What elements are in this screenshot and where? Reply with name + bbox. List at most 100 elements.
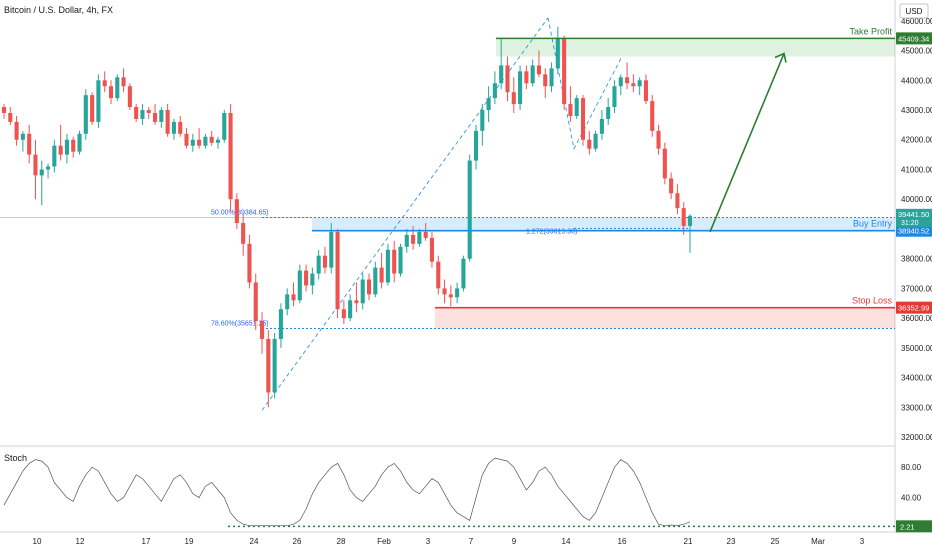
price-tick-label: 36000.00 [901,314,932,323]
candle-body [499,65,504,84]
candle-body [20,133,25,140]
candle-body [1,107,7,113]
candle-body [417,231,422,244]
candle-body [134,107,139,119]
candle [64,133,69,164]
candle-body [146,110,151,113]
time-tick-label: 24 [250,537,259,546]
candle-body [354,300,359,304]
candle [448,285,453,307]
candle-body [39,169,44,176]
candle [83,89,88,140]
currency-badge[interactable]: USD [899,3,929,19]
candle [146,107,151,119]
candle [58,124,63,161]
time-tick-label: 26 [293,537,302,546]
candle [662,142,667,185]
price-tick-label: 41000.00 [901,165,932,174]
candle [429,231,435,268]
candle-body [436,261,441,289]
candle-body [140,110,145,119]
candle [505,56,510,102]
candle-body [455,288,460,298]
candle-body [178,121,183,134]
candle-body [96,80,101,122]
candle [687,214,693,253]
time-tick-label: Feb [377,537,391,546]
candle [480,104,485,146]
fib-ext-label: 1.272(39019.30) [526,228,577,235]
time-tick-label: 7 [469,537,474,546]
buy-entry-label: Buy Entry [853,219,893,229]
candle [606,98,611,125]
candle-body [241,223,246,244]
candle [90,92,95,125]
stop-loss-price-label: 36352.99 [898,304,929,313]
time-tick-label: 10 [33,537,42,546]
time-tick-label: 12 [76,537,85,546]
price-tick-label: 40000.00 [901,195,932,204]
candle [71,136,76,158]
candle [524,65,529,90]
candle-body [90,95,95,122]
candle [278,303,283,348]
candle [153,104,158,125]
stop-loss-zone [435,307,895,329]
buy-entry-price-label: 38940.52 [898,227,929,236]
candle [681,202,686,235]
candle [348,294,353,322]
candle [14,115,19,146]
candle-countdown: 31:20 [901,220,919,227]
time-tick-label: Mar [811,537,825,546]
candle-body [524,71,529,84]
candle-body [555,38,560,69]
candle-body [71,139,76,152]
price-axis: 46000.00 45000.00 44000.00 43000.00 42000.00… [901,17,932,442]
candle [102,71,107,93]
stop-loss-label: Stop Loss [852,296,893,306]
candle-body [335,231,340,310]
candle [511,77,516,113]
candle [259,312,265,354]
time-tick-label: 23 [727,537,736,546]
time-tick-label: 28 [337,537,346,546]
price-tick-label: 45000.00 [901,47,932,56]
candle-body [83,95,88,134]
candle [335,228,340,319]
current-price-tag [896,208,932,227]
candle [140,104,145,125]
candle [247,234,252,289]
candle-body [33,154,38,176]
candle [165,104,170,137]
candle-body [618,77,623,87]
candle [115,74,120,102]
candle [228,104,233,212]
candle-body [108,86,114,99]
candle [39,160,44,206]
candle-body [687,215,693,226]
candle-body [467,160,472,259]
candle-body [442,288,447,295]
candle-body [562,38,567,105]
candle [555,26,560,75]
candle-body [631,83,636,87]
time-tick-label: 16 [618,537,627,546]
candle-body [266,338,271,393]
candle-body [599,118,604,134]
candle-body [518,71,523,105]
candle-body [625,77,630,84]
currency-label: USD [906,7,923,16]
candle-body [411,234,416,244]
candle [675,184,680,215]
candle [222,110,227,143]
take-profit-price-label: 45409.34 [898,34,929,43]
candle-body [322,255,328,268]
candle [650,95,655,137]
candle [96,74,101,128]
time-tick-label: 3 [860,537,865,546]
stoch-line [3,457,691,527]
candle [373,261,378,298]
candle [316,249,321,280]
candle-body [473,130,479,161]
